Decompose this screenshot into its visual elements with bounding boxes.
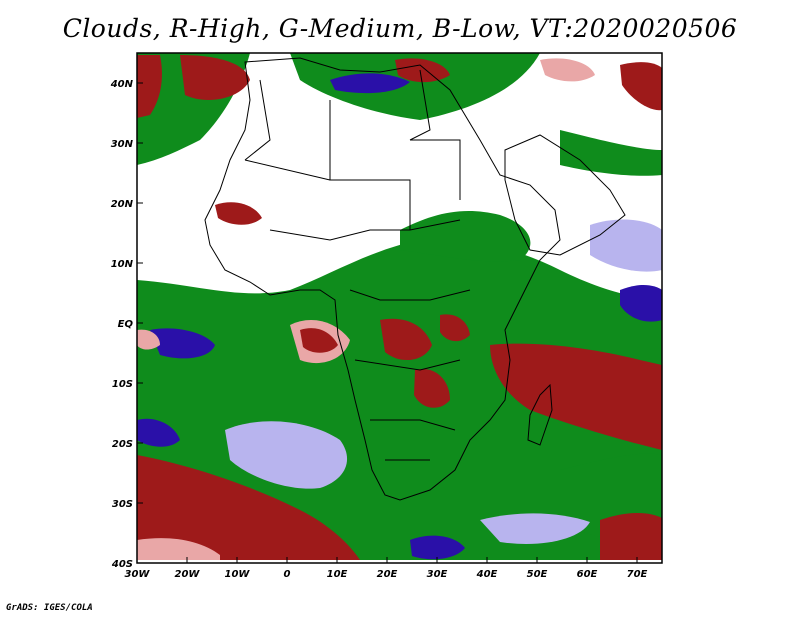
border-line [244,159,331,181]
high-cloud-region [380,318,432,361]
border-line [354,359,461,371]
high-cloud-region [414,369,450,408]
border-line [370,419,456,431]
low-cloud-region [150,328,215,359]
high-cloud-region [620,62,662,111]
low-cloud-region [480,513,590,544]
lon-tick-label: 30E [427,569,448,580]
coastline [204,57,561,501]
high-cloud-region [215,202,262,225]
border-line [269,219,461,241]
high-cloud-region [600,513,662,560]
lon-tick-label: 60E [577,569,598,580]
border-line [349,289,471,301]
high-cloud-region [137,55,162,118]
lon-tick-label: 50E [527,569,548,580]
lat-tick-label: 30N [111,139,134,150]
lat-tick-label: 20N [111,199,134,210]
high-cloud-layer [137,55,662,560]
lon-tick-label: 0 [284,569,291,580]
lat-tick-label: 20S [112,439,133,450]
high-cloud-region [137,329,160,350]
lon-tick-label: 20W [175,569,201,580]
low-cloud-region [225,421,348,489]
border-line [244,79,271,161]
lat-tick-label: 40N [110,79,134,90]
low-cloud-region [620,285,662,322]
high-cloud-region [137,538,220,560]
high-cloud-region [137,455,360,560]
high-cloud-region [395,58,450,83]
lon-tick-label: 10E [327,569,348,580]
high-cloud-region [490,343,662,450]
low-cloud-region [137,418,180,447]
lon-tick-label: 40E [476,569,498,580]
lat-tick-label: 30S [112,499,133,510]
low-cloud-layer [137,73,662,560]
lon-tick-label: 20E [377,569,398,580]
border-line [409,69,431,141]
map-title: Clouds, R-High, G-Medium, B-Low, VT:2020… [62,14,738,43]
border-line [329,100,411,230]
border-line [410,139,461,200]
lat-tick-label: 10S [112,379,133,390]
madagascar-outline [527,383,553,446]
arabia-outline [504,134,626,256]
low-cloud-region [590,219,662,272]
lat-tick-label: 10N [111,259,134,270]
medium-cloud-region [290,53,540,120]
lon-tick-label: 10W [225,569,251,580]
high-cloud-region [180,55,250,100]
country-borders [204,57,626,501]
grads-credit: GrADS: IGES/COLA [6,603,93,613]
lat-tick-label: EQ [118,319,134,330]
lat-tick-label: 40S [111,559,133,570]
cloud-field [137,53,662,563]
low-cloud-region [330,73,410,94]
high-cloud-region [540,58,595,82]
high-cloud-region [300,328,338,353]
lon-tick-label: 70E [627,569,648,580]
map-frame [136,52,663,564]
medium-cloud-region [560,130,662,176]
medium-cloud-region [400,210,531,262]
low-cloud-region [410,535,465,560]
lon-tick-label: 30W [125,569,151,580]
high-cloud-region [440,314,470,342]
